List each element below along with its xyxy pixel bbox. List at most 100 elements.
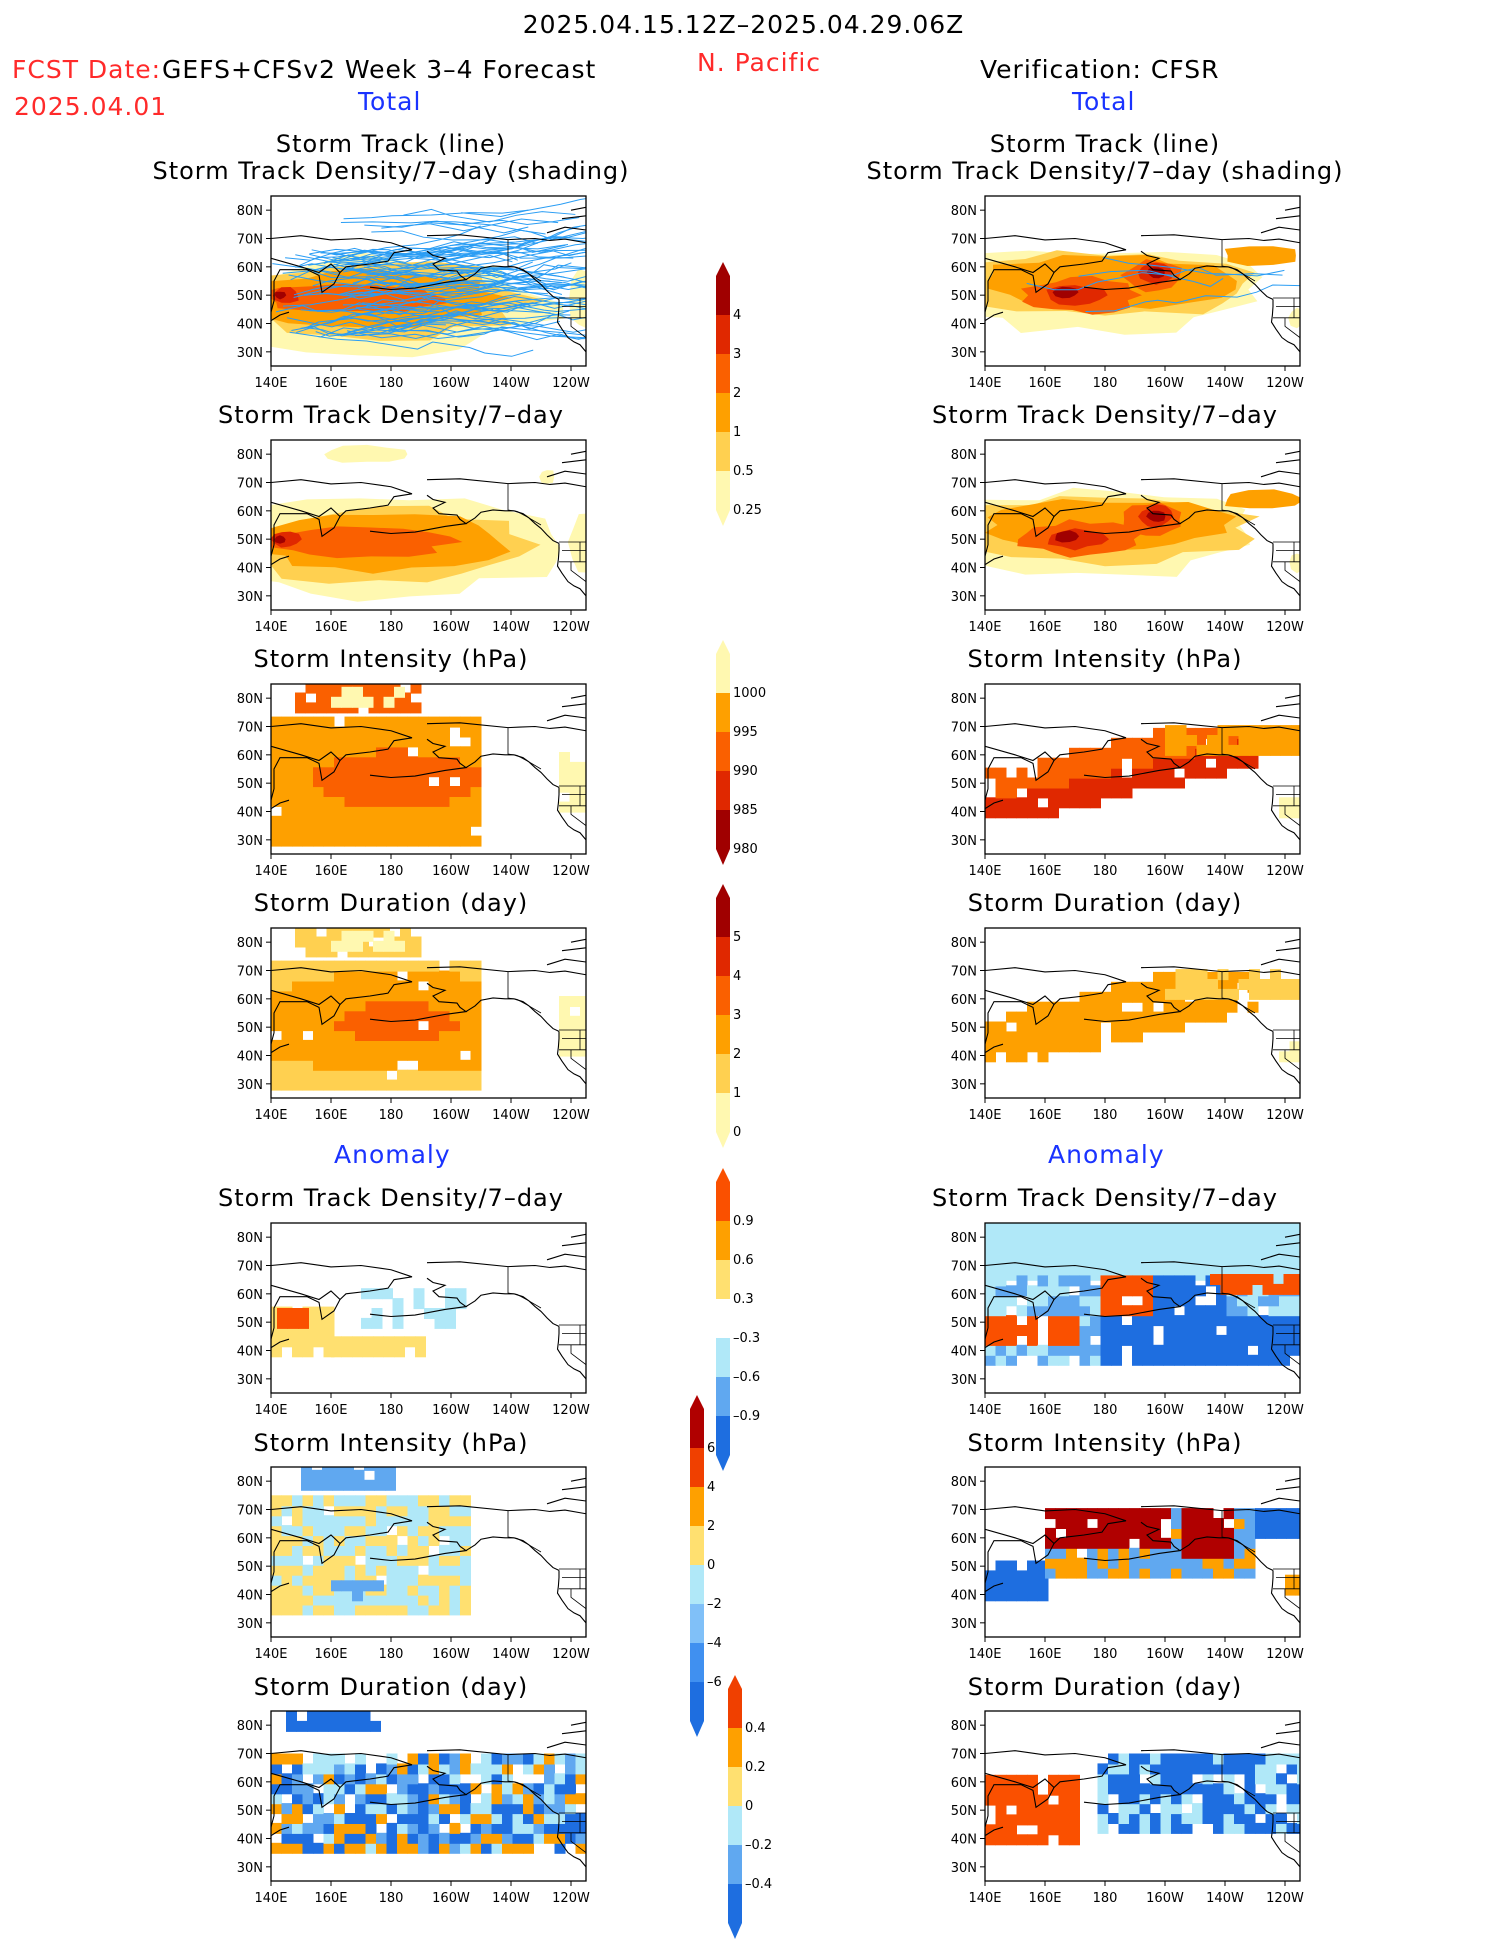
- x-tick-label: 140W: [492, 1891, 530, 1906]
- y-tick-label: 60N: [237, 1532, 263, 1547]
- colorbar-label: 980: [733, 842, 758, 857]
- forecast-label: GEFS+CFSv2 Week 3–4 Forecast: [162, 55, 597, 84]
- y-tick-label: 40N: [237, 1589, 263, 1604]
- colorbar-label: 6: [707, 1441, 715, 1456]
- map-anom-intensity-forecast: 140E 160E 180 160W 140W 120W 80N 70N 60N 50N 40N 30…: [215, 1466, 596, 1667]
- y-tick-label: 30N: [951, 1617, 977, 1632]
- colorbar-label: 0.9: [733, 1214, 754, 1229]
- colorbar-density-total: 4 3 2 1 0.5 0.25: [716, 262, 786, 528]
- map-duration-verification: 140E 160E 180 160W 140W 120W 80N 70N 60N 50N 40N 30…: [929, 927, 1310, 1128]
- y-tick-label: 50N: [237, 1560, 263, 1575]
- panel-title-intensity-left: Storm Intensity (hPa): [253, 645, 529, 673]
- y-tick-label: 40N: [951, 1050, 977, 1065]
- x-tick-label: 160E: [1028, 1647, 1061, 1662]
- y-tick-label: 80N: [237, 448, 263, 463]
- colorbar-label: –2: [707, 1597, 722, 1612]
- y-tick-label: 30N: [951, 1373, 977, 1388]
- y-tick-label: 70N: [951, 477, 977, 492]
- map-duration-forecast: 140E 160E 180 160W 140W 120W 80N 70N 60N 50N 40N 30…: [215, 927, 596, 1128]
- x-tick-label: 140W: [1206, 1891, 1244, 1906]
- colorbar-label: 2: [733, 386, 741, 401]
- colorbar-label: 0: [733, 1125, 741, 1140]
- x-tick-label: 160W: [1146, 376, 1184, 391]
- y-tick-label: 50N: [951, 289, 977, 304]
- y-tick-label: 30N: [951, 1861, 977, 1876]
- x-tick-label: 160W: [432, 864, 470, 879]
- y-tick-label: 30N: [237, 834, 263, 849]
- x-tick-label: 120W: [1266, 1108, 1304, 1123]
- y-tick-label: 40N: [951, 1833, 977, 1848]
- y-tick-label: 40N: [237, 1345, 263, 1360]
- x-tick-label: 160W: [1146, 1891, 1184, 1906]
- x-tick-label: 140W: [1206, 1647, 1244, 1662]
- section-total-right: Total: [1072, 87, 1136, 116]
- x-tick-label: 160E: [1028, 1403, 1061, 1418]
- y-tick-label: 40N: [237, 1833, 263, 1848]
- x-tick-label: 180: [379, 1891, 404, 1906]
- colorbar-label: 995: [733, 725, 758, 740]
- y-tick-label: 80N: [237, 1475, 263, 1490]
- colorbar-label: –0.6: [733, 1370, 760, 1385]
- x-tick-label: 180: [1093, 620, 1118, 635]
- panel-title-anom-density-left: Storm Track Density/7–day: [218, 1184, 564, 1212]
- x-tick-label: 120W: [552, 1108, 590, 1123]
- x-tick-label: 140E: [254, 1647, 287, 1662]
- y-tick-label: 60N: [237, 993, 263, 1008]
- panel-title-anom-intensity-right: Storm Intensity (hPa): [967, 1429, 1243, 1457]
- section-anomaly-right: Anomaly: [1048, 1140, 1165, 1169]
- x-tick-label: 140W: [1206, 1108, 1244, 1123]
- x-tick-label: 120W: [1266, 1647, 1304, 1662]
- fcst-date-label: FCST Date:: [12, 55, 162, 84]
- y-tick-label: 30N: [951, 346, 977, 361]
- y-tick-label: 70N: [237, 965, 263, 980]
- y-tick-label: 40N: [237, 562, 263, 577]
- map-anom-duration-verification: 140E 160E 180 160W 140W 120W 80N 70N 60N 50N 40N 30…: [929, 1710, 1310, 1911]
- y-tick-label: 80N: [237, 204, 263, 219]
- section-total-left: Total: [358, 87, 422, 116]
- x-tick-label: 160E: [1028, 620, 1061, 635]
- x-tick-label: 120W: [552, 864, 590, 879]
- y-tick-label: 80N: [237, 1231, 263, 1246]
- x-tick-label: 180: [379, 1403, 404, 1418]
- colorbar-label: –4: [707, 1636, 722, 1651]
- y-tick-label: 60N: [951, 749, 977, 764]
- colorbar-label: –0.3: [733, 1331, 760, 1346]
- y-tick-label: 60N: [237, 261, 263, 276]
- y-tick-label: 70N: [237, 233, 263, 248]
- y-tick-label: 60N: [237, 1776, 263, 1791]
- colorbar-duration-anomaly: 0.4 0.2 0 –0.2 –0.4: [728, 1675, 798, 1941]
- y-tick-label: 60N: [951, 261, 977, 276]
- colorbar-label: 0.6: [733, 1253, 754, 1268]
- y-tick-label: 50N: [237, 533, 263, 548]
- y-tick-label: 60N: [951, 1532, 977, 1547]
- colorbar-label: 5: [733, 930, 741, 945]
- y-tick-label: 70N: [951, 233, 977, 248]
- colorbar-label: 990: [733, 764, 758, 779]
- map-anom-duration-forecast: 140E 160E 180 160W 140W 120W 80N 70N 60N 50N 40N 30…: [215, 1710, 596, 1911]
- x-tick-label: 140W: [1206, 864, 1244, 879]
- y-tick-label: 50N: [951, 777, 977, 792]
- y-tick-label: 30N: [951, 590, 977, 605]
- colorbar-label: –0.4: [745, 1877, 772, 1892]
- x-tick-label: 160E: [314, 864, 347, 879]
- x-tick-label: 180: [379, 620, 404, 635]
- colorbar-label: 985: [733, 803, 758, 818]
- x-tick-label: 180: [379, 1647, 404, 1662]
- y-tick-label: 40N: [951, 1589, 977, 1604]
- colorbar-label: 1: [733, 425, 741, 440]
- y-tick-label: 50N: [951, 1316, 977, 1331]
- colorbar-label: 0: [707, 1558, 715, 1573]
- colorbar-label: 0.25: [733, 503, 762, 518]
- x-tick-label: 180: [1093, 864, 1118, 879]
- colorbar-intensity-anomaly: 6 4 2 0 –2 –4 –6: [690, 1395, 760, 1739]
- panel-title-intensity-right: Storm Intensity (hPa): [967, 645, 1243, 673]
- x-tick-label: 160E: [314, 1108, 347, 1123]
- y-tick-label: 70N: [237, 1504, 263, 1519]
- y-tick-label: 80N: [951, 692, 977, 707]
- y-tick-label: 40N: [951, 1345, 977, 1360]
- x-tick-label: 180: [1093, 376, 1118, 391]
- x-tick-label: 120W: [1266, 620, 1304, 635]
- y-tick-label: 60N: [951, 993, 977, 1008]
- colorbar-label: 2: [733, 1047, 741, 1062]
- y-tick-label: 70N: [951, 1260, 977, 1275]
